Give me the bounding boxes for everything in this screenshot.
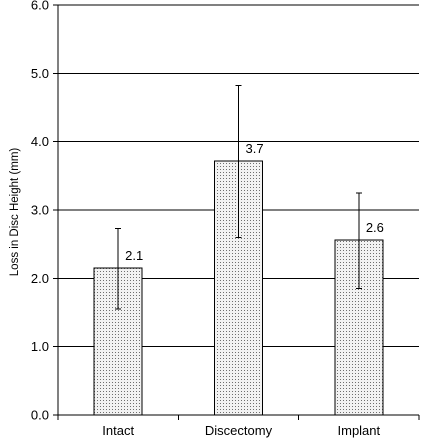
y-tick-label: 0.0 (31, 408, 49, 423)
data-label: 3.7 (246, 141, 264, 156)
y-tick-label: 5.0 (31, 66, 49, 81)
y-tick-label: 6.0 (31, 0, 49, 13)
x-tick-label: Implant (338, 423, 381, 438)
axes (53, 4, 420, 420)
y-tick-label: 4.0 (31, 134, 49, 149)
labels: 0.0 1.0 2.0 3.0 4.0 5.0 6.0 2.1 Intact 3.7 Discect… (31, 0, 384, 438)
y-tick-label: 3.0 (31, 203, 49, 218)
data-label: 2.6 (366, 220, 384, 235)
bars (93, 160, 384, 416)
y-tick-label: 2.0 (31, 271, 49, 286)
x-tick-label: Discectomy (205, 423, 273, 438)
y-axis-title: Loss in Disc Height (mm) (9, 148, 21, 277)
error-bars (115, 85, 362, 310)
data-label: 2.1 (125, 248, 143, 263)
x-tick-label: Intact (102, 423, 134, 438)
y-tick-label: 1.0 (31, 339, 49, 354)
